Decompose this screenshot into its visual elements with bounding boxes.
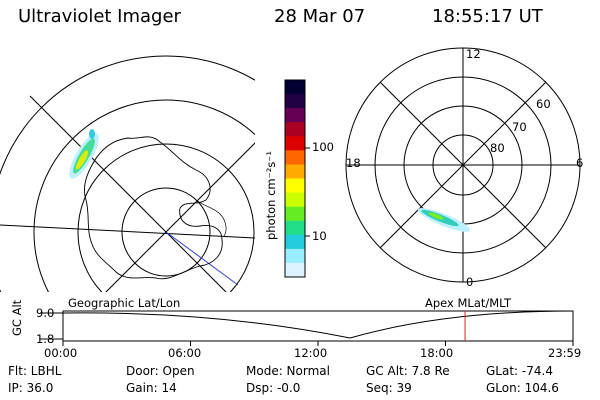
date-label: 28 Mar 07 xyxy=(274,6,366,27)
time-label: 18:55:17 UT xyxy=(432,6,543,27)
timeline-x-tick-1800: 18:00 xyxy=(420,346,454,360)
status-door: Door: Open xyxy=(126,364,195,378)
mlat-label-80: 80 xyxy=(490,141,505,155)
colorbar-unit-label: photon cm⁻²s⁻¹ xyxy=(264,151,278,240)
colorbar-band xyxy=(285,122,305,137)
timeline-x-tick-2359: 23:59 xyxy=(548,346,582,360)
coastline-antarctica xyxy=(83,136,223,280)
colorbar-band xyxy=(285,192,305,208)
timeline-y-tick-top: 9.0 xyxy=(36,306,55,320)
left-panel-caption: Geographic Lat/Lon xyxy=(68,296,181,310)
status-mode: Mode: Normal xyxy=(246,364,330,378)
colorbar-tick-100: 100 xyxy=(312,140,334,154)
mlt-polar-plot xyxy=(345,47,581,283)
colorbar-band xyxy=(285,150,305,165)
status-gc-alt: GC Alt: 7.8 Re xyxy=(366,364,450,378)
colorbar-band xyxy=(285,206,305,222)
aurora-emission-left xyxy=(69,129,99,179)
geographic-map xyxy=(0,55,255,292)
timeline-x-tick-1200: 12:00 xyxy=(294,346,328,360)
timeline-y-tick-bottom: 1.8 xyxy=(36,332,55,346)
timeline-y-label: GC Alt xyxy=(10,299,24,336)
timeline-x-tick-0000: 00:00 xyxy=(44,346,78,360)
colorbar-band xyxy=(285,262,305,278)
colorbar-band xyxy=(285,108,305,123)
right-panel-caption: Apex MLat/MLT xyxy=(425,296,512,310)
status-gain: Gain: 14 xyxy=(126,381,177,395)
mlt-label-6: 6 xyxy=(576,156,584,170)
colorbar-band xyxy=(285,94,305,109)
mlat-label-70: 70 xyxy=(512,120,527,134)
aurora-emission-right xyxy=(417,208,471,232)
status-filter: Flt: LBHL xyxy=(8,364,62,378)
colorbar xyxy=(285,80,305,278)
colorbar-band xyxy=(285,178,305,194)
mlat-label-60: 60 xyxy=(536,97,551,111)
mlt-label-12: 12 xyxy=(466,47,481,61)
colorbar-band xyxy=(285,136,305,151)
mlt-label-0: 0 xyxy=(466,275,474,289)
colorbar-band xyxy=(285,234,305,250)
mlt-label-18: 18 xyxy=(346,156,361,170)
status-seq: Seq: 39 xyxy=(366,381,412,395)
timeline-plot xyxy=(40,310,574,346)
app-title: Ultraviolet Imager xyxy=(18,6,181,27)
colorbar-tick-10: 10 xyxy=(312,229,327,243)
colorbar-band xyxy=(285,80,305,95)
status-ip: IP: 36.0 xyxy=(8,381,54,395)
colorbar-band xyxy=(285,164,305,179)
colorbar-band xyxy=(285,248,305,264)
timeline-x-tick-0600: 06:00 xyxy=(168,346,202,360)
colorbar-band xyxy=(285,220,305,236)
status-dsp: Dsp: -0.0 xyxy=(246,381,301,395)
status-glat: GLat: -74.4 xyxy=(486,364,553,378)
status-glon: GLon: 104.6 xyxy=(486,381,559,395)
